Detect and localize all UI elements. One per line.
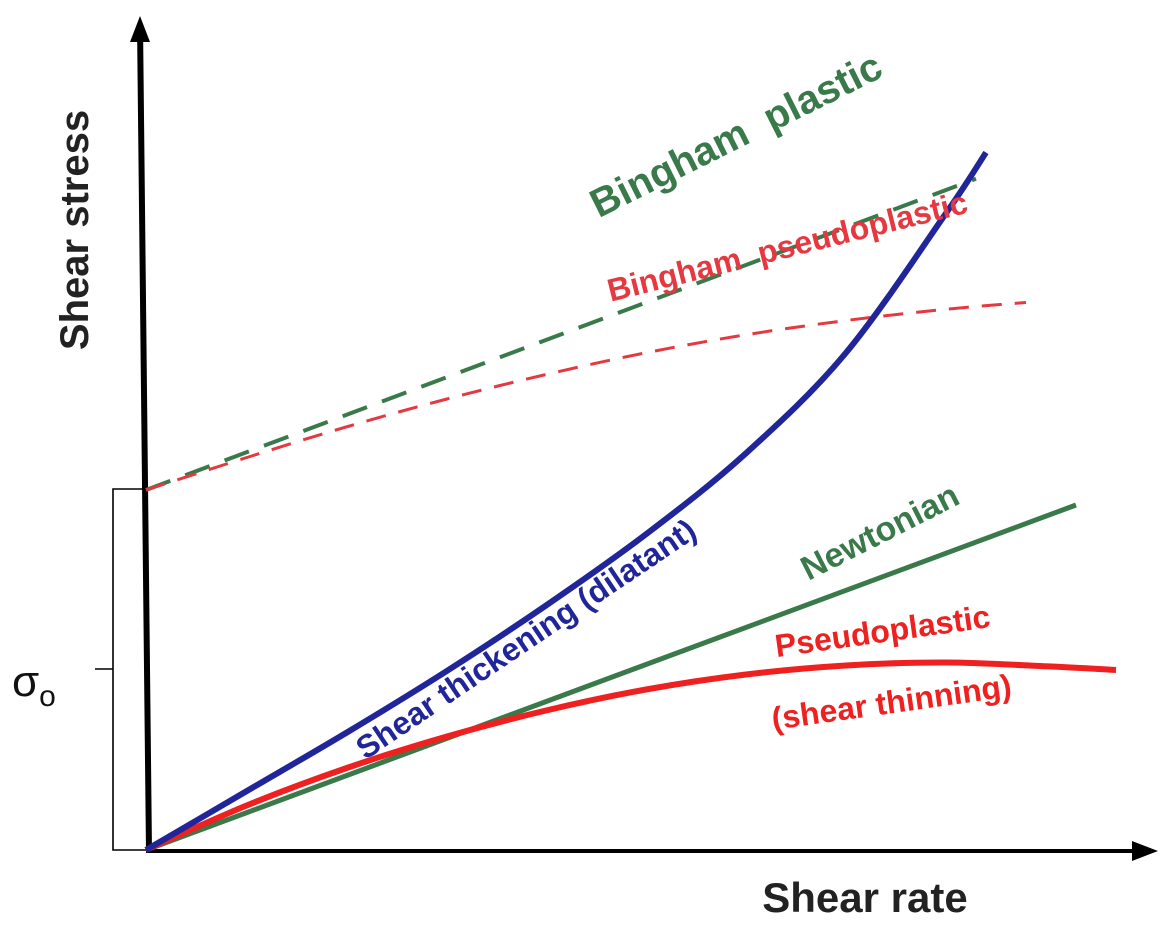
x-axis-label: Shear rate: [762, 874, 967, 921]
series-bingham-pseudoplastic-line: [145, 301, 1027, 492]
label-shear-thickening: Shear thickening (dilatant): [349, 512, 702, 767]
series-pseudoplastic-line: [144, 659, 1117, 853]
series-bingham-plastic-line: [145, 176, 977, 492]
series-shear-thickening-line: [144, 150, 989, 853]
label-pseudoplastic-line2: (shear thinning): [769, 667, 1013, 736]
series-newtonian-line: [145, 502, 1077, 853]
label-newtonian: Newtonian: [795, 476, 965, 588]
label-pseudoplastic-line1: Pseudoplastic: [773, 598, 993, 664]
label-bingham-pseudoplastic: Bingham pseudoplastic: [604, 184, 972, 308]
y-axis-arrowhead: [130, 16, 150, 42]
y-axis-label: Shear stress: [53, 110, 97, 350]
x-axis-arrowhead: [1132, 841, 1158, 861]
yield-stress-label: σo: [12, 657, 56, 713]
y-axis: [137, 23, 152, 853]
label-bingham-plastic: Bingham plastic: [583, 44, 889, 226]
yield-stress-subscript: o: [39, 680, 56, 713]
